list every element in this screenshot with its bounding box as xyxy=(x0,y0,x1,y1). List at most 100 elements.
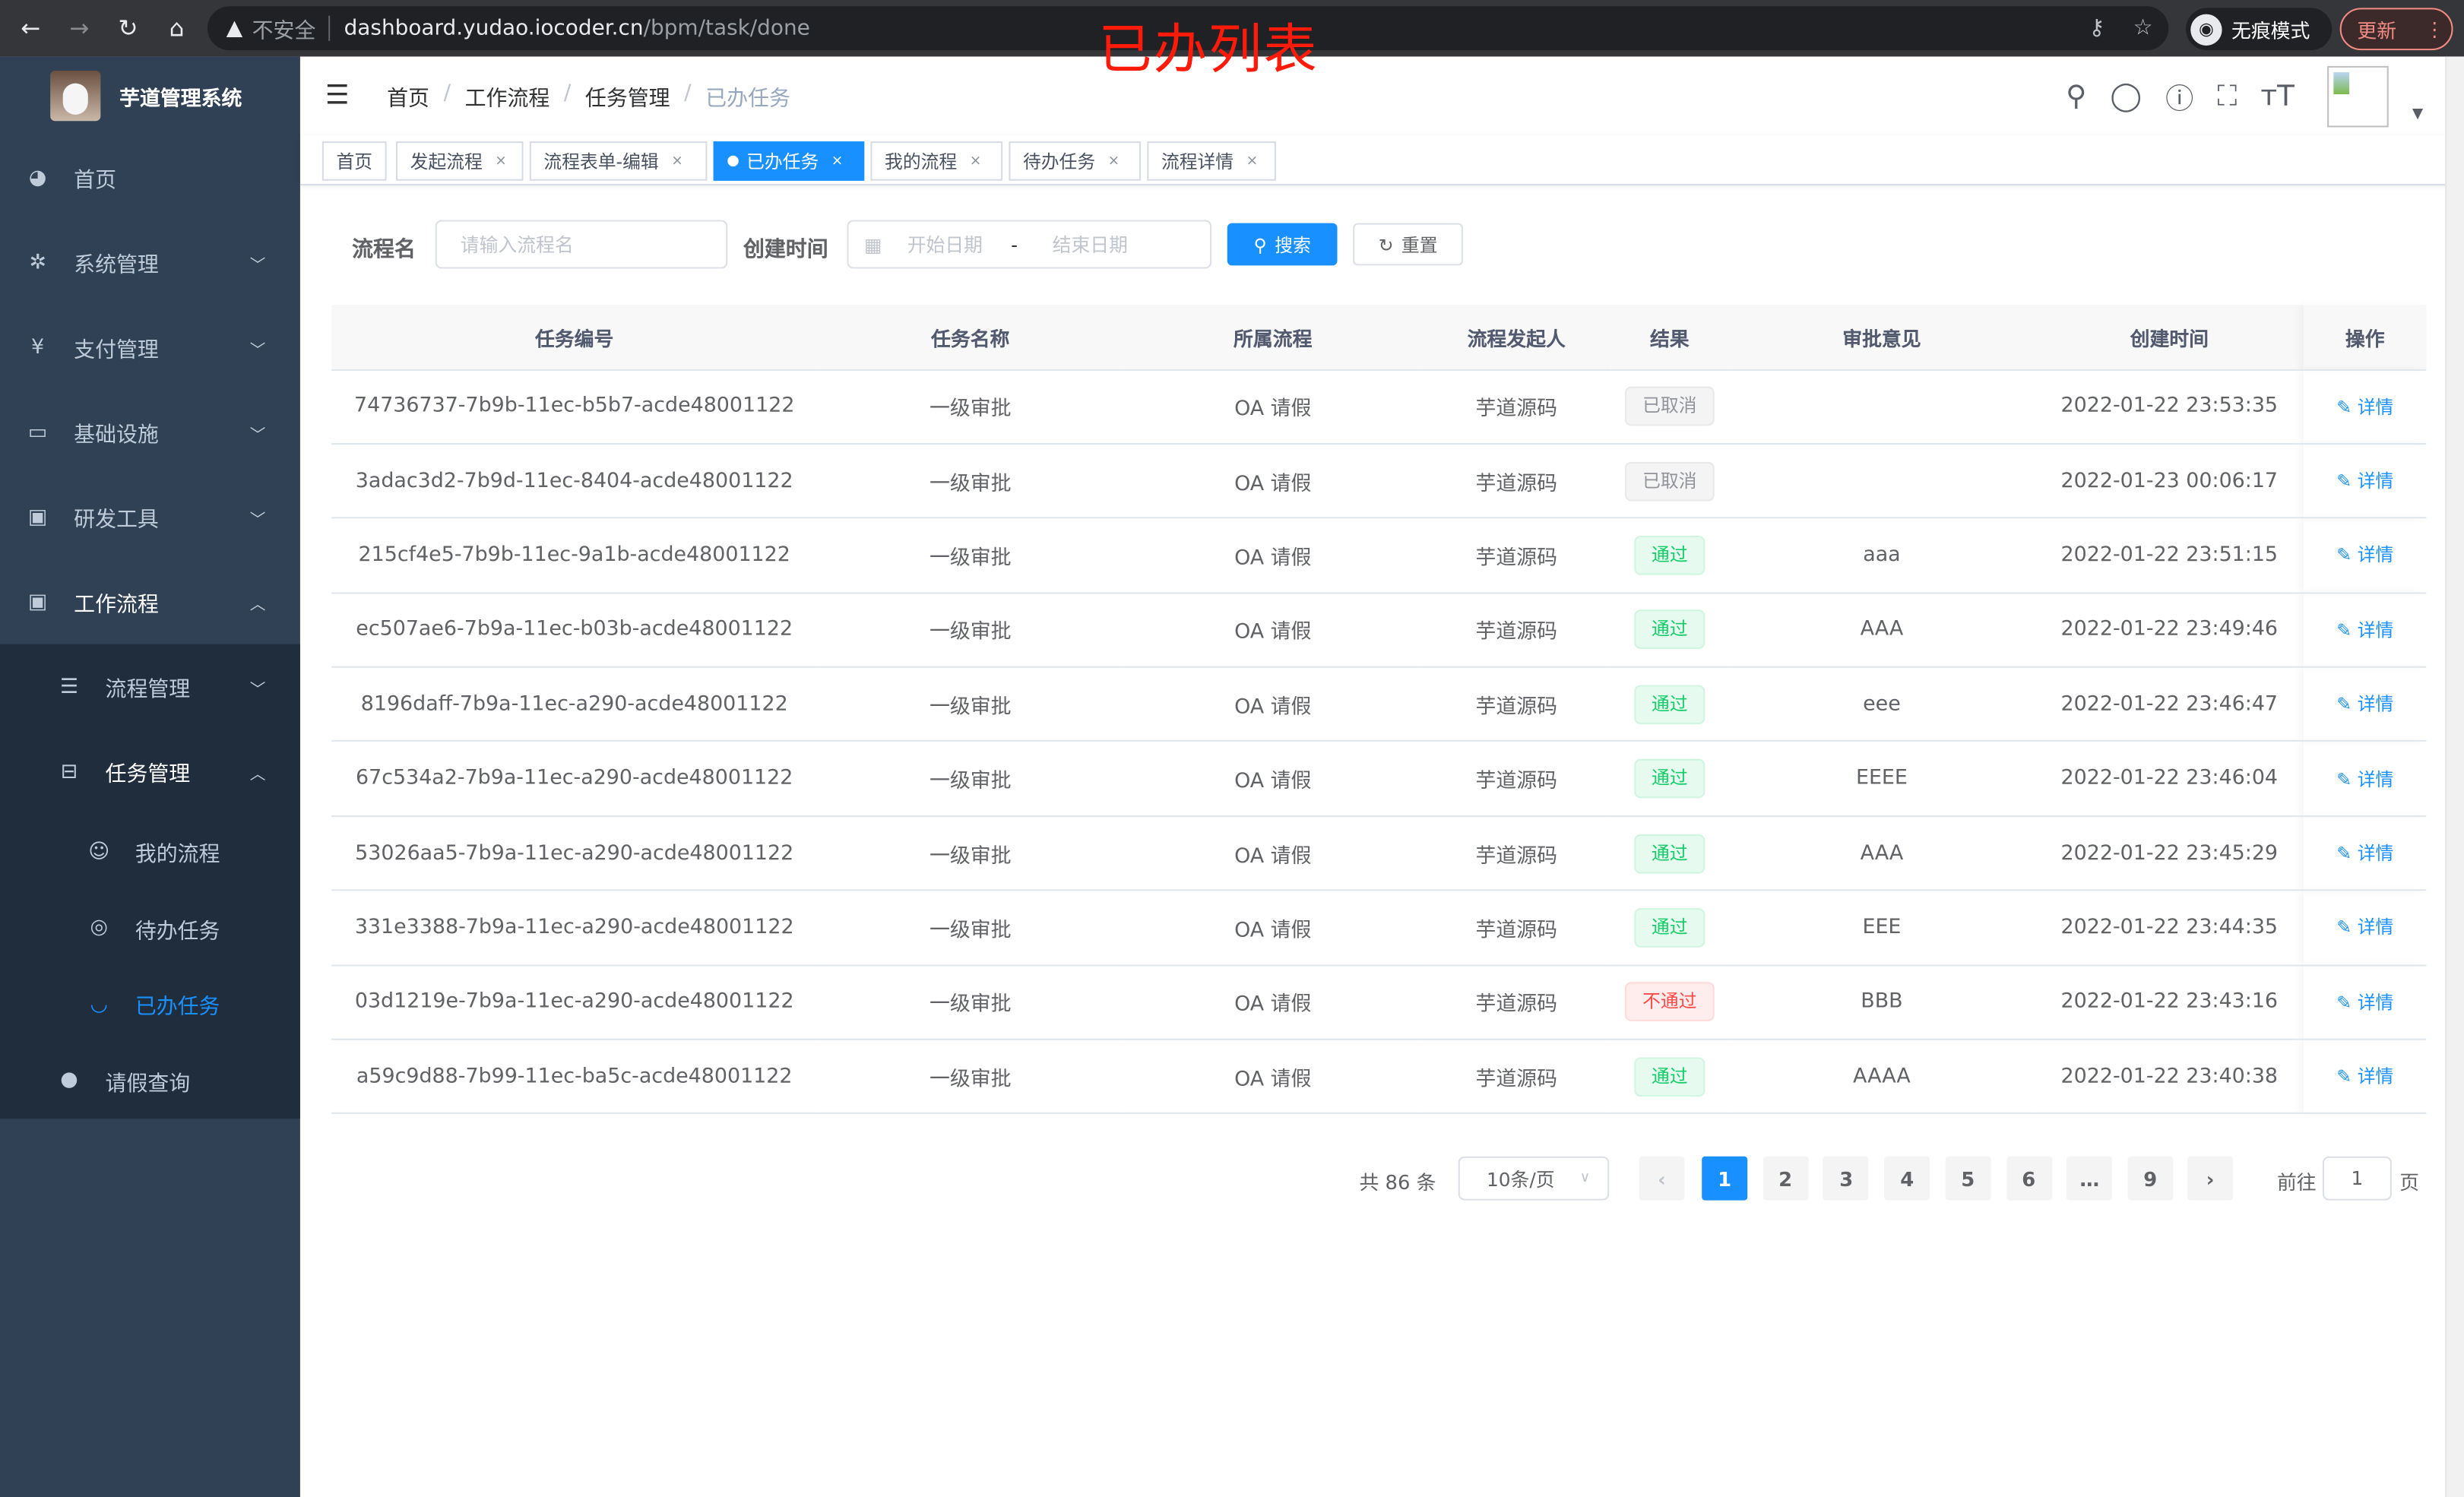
detail-link[interactable]: ✎ 详情 xyxy=(2336,619,2393,641)
more-icon[interactable]: ⋮ xyxy=(2424,17,2445,41)
close-icon[interactable]: × xyxy=(1246,153,1259,169)
page-button[interactable]: 9 xyxy=(2127,1156,2174,1201)
font-size-icon[interactable]: тT xyxy=(2260,80,2295,113)
sidebar-item-workflow[interactable]: ▣ 工作流程 ︿ xyxy=(0,559,300,644)
incognito-badge[interactable]: ◉ 无痕模式 xyxy=(2186,8,2333,51)
tab-7[interactable]: 流程详情 × xyxy=(1147,141,1276,181)
search-icon: ⚲ xyxy=(1253,233,1267,255)
detail-link[interactable]: ✎ 详情 xyxy=(2336,767,2393,790)
star-icon[interactable]: ☆ xyxy=(2133,15,2153,41)
sidebar-item-label: 工作流程 xyxy=(74,592,159,618)
forward-icon[interactable]: → xyxy=(69,14,90,43)
close-icon[interactable]: × xyxy=(495,153,507,169)
sidebar-item-my-process[interactable]: ☺ 我的流程 xyxy=(0,814,300,890)
prev-page-button[interactable]: ‹ xyxy=(1639,1156,1685,1201)
tab-6[interactable]: 待办任务 × xyxy=(1009,141,1142,181)
sidebar: 芋道管理系统 ◕ 首页 ✲ 系统管理 ﹀ ¥ 支付管理 ﹀ ▭ 基础设施 ﹀ ▣ 研发工具 ﹀ ▣… xyxy=(0,56,300,1497)
sidebar-item-todo[interactable]: ◎ 待办任务 xyxy=(0,890,300,966)
breadcrumb-item[interactable]: 首页 xyxy=(387,86,429,112)
search-icon[interactable]: ⚲ xyxy=(2066,80,2087,113)
update-label: 更新 xyxy=(2357,18,2397,43)
key-icon[interactable]: ⚷ xyxy=(2089,15,2105,41)
avatar[interactable] xyxy=(2327,65,2389,128)
navbar: ☰ 首页 / 工作流程 / 任务管理 / 已办任务 ⚲ ◯ ⓘ ⛶ тT ▼ xyxy=(300,56,2464,135)
table-cell: 2022-01-22 23:43:16 xyxy=(2035,964,2304,1040)
close-icon[interactable]: × xyxy=(969,153,982,169)
detail-link[interactable]: ✎ 详情 xyxy=(2336,395,2393,417)
help-icon[interactable]: ⓘ xyxy=(2165,82,2194,116)
page-button[interactable]: 2 xyxy=(1762,1156,1809,1201)
url-path: /bpm/task/done xyxy=(643,15,810,41)
selected-value: 10条/页 xyxy=(1486,1168,1555,1191)
reload-icon[interactable]: ↻ xyxy=(118,14,138,43)
detail-label: 详情 xyxy=(2357,991,2394,1014)
goto-page-input[interactable]: 1 xyxy=(2322,1156,2392,1201)
close-icon[interactable]: × xyxy=(1107,153,1120,169)
logo[interactable]: 芋道管理系统 xyxy=(0,56,300,135)
page-button[interactable]: 4 xyxy=(1884,1156,1930,1201)
button-label: 重置 xyxy=(1401,233,1438,255)
back-icon[interactable]: ← xyxy=(21,14,41,43)
actions-cell: ✎ 详情 xyxy=(2304,890,2427,966)
sidebar-item-infra[interactable]: ▭ 基础设施 ﹀ xyxy=(0,390,300,475)
tab-1[interactable]: 首页 xyxy=(321,141,387,181)
table-cell: OA 请假 xyxy=(1123,815,1423,891)
search-button[interactable]: ⚲ 搜索 xyxy=(1227,223,1338,266)
next-page-button[interactable]: › xyxy=(2187,1156,2234,1201)
sidebar-item-pay[interactable]: ¥ 支付管理 ﹀ xyxy=(0,305,300,390)
table-header: 任务编号 任务名称 所属流程 流程发起人 结果 审批意见 创建时间 操作 xyxy=(331,305,2427,370)
close-icon[interactable]: × xyxy=(671,153,683,169)
table-cell: OA 请假 xyxy=(1123,592,1423,668)
sidebar-item-devtools[interactable]: ▣ 研发工具 ﹀ xyxy=(0,474,300,559)
breadcrumb-item[interactable]: 任务管理 xyxy=(584,86,670,112)
sidebar-item-done[interactable]: ◡ 已办任务 xyxy=(0,967,300,1043)
column-header: 任务编号 xyxy=(331,305,818,370)
more-pages-button[interactable]: … xyxy=(2067,1156,2113,1201)
detail-link[interactable]: ✎ 详情 xyxy=(2336,1065,2393,1087)
end-date-input[interactable]: 结束日期 xyxy=(1052,234,1128,257)
start-date-input[interactable]: 开始日期 xyxy=(907,234,983,257)
date-range-picker[interactable]: ▦ 开始日期 - 结束日期 xyxy=(847,220,1212,269)
edit-icon: ✎ xyxy=(2336,1065,2358,1088)
sidebar-item-label: 待办任务 xyxy=(135,919,220,945)
tab-2[interactable]: 发起流程 × xyxy=(396,141,524,181)
sidebar-item-system[interactable]: ✲ 系统管理 ﹀ xyxy=(0,220,300,305)
home-icon[interactable]: ⌂ xyxy=(169,14,185,43)
fullscreen-icon[interactable]: ⛶ xyxy=(2217,80,2238,113)
github-icon[interactable]: ◯ xyxy=(2110,80,2143,113)
breadcrumb-item[interactable]: 工作流程 xyxy=(464,86,550,112)
result-tag: 通过 xyxy=(1634,535,1705,575)
page-button[interactable]: 5 xyxy=(1945,1156,1991,1201)
page-button[interactable]: 6 xyxy=(2006,1156,2052,1201)
close-icon[interactable]: × xyxy=(831,153,844,169)
table-cell: 2022-01-22 23:46:04 xyxy=(2035,741,2304,817)
tab-5[interactable]: 我的流程 × xyxy=(870,141,1003,181)
detail-link[interactable]: ✎ 详情 xyxy=(2336,470,2393,492)
table-cell: 2022-01-22 23:49:46 xyxy=(2035,592,2304,668)
tab-label: 首页 xyxy=(336,150,373,172)
sidebar-item-home[interactable]: ◕ 首页 xyxy=(0,135,300,220)
detail-link[interactable]: ✎ 详情 xyxy=(2336,916,2393,938)
process-name-input[interactable]: 请输入流程名 xyxy=(435,220,728,269)
hamburger-icon[interactable]: ☰ xyxy=(325,80,350,112)
update-button[interactable]: 更新 ⋮ xyxy=(2339,8,2453,51)
scrollbar[interactable] xyxy=(2445,56,2464,1497)
page-size-select[interactable]: 10条/页 ∨ xyxy=(1458,1156,1610,1201)
page-button[interactable]: 1 xyxy=(1702,1156,1748,1201)
reset-button[interactable]: ↻ 重置 xyxy=(1353,223,1463,266)
detail-link[interactable]: ✎ 详情 xyxy=(2336,842,2393,864)
detail-link[interactable]: ✎ 详情 xyxy=(2336,544,2393,566)
address-bar[interactable]: ▲ 不安全 dashboard.yudao.iocoder.cn/bpm/tas… xyxy=(207,6,2169,51)
page-button[interactable]: 3 xyxy=(1823,1156,1870,1201)
sidebar-item-task-mgmt[interactable]: ⊟ 任务管理 ︿ xyxy=(0,729,300,814)
sidebar-item-process-mgmt[interactable]: ☰ 流程管理 ﹀ xyxy=(0,644,300,730)
tab-4[interactable]: 已办任务 × xyxy=(713,141,865,181)
detail-link[interactable]: ✎ 详情 xyxy=(2336,991,2393,1013)
tab-3[interactable]: 流程表单-编辑 × xyxy=(529,141,708,181)
eye-closed-icon: ◡ xyxy=(90,992,108,1017)
result-tag: 不通过 xyxy=(1625,982,1715,1022)
detail-link[interactable]: ✎ 详情 xyxy=(2336,693,2393,715)
caret-down-icon[interactable]: ▼ xyxy=(2412,106,2424,122)
page-suffix: 页 xyxy=(2399,1170,2420,1195)
sidebar-item-leave[interactable]: ● 请假查询 xyxy=(0,1043,300,1118)
